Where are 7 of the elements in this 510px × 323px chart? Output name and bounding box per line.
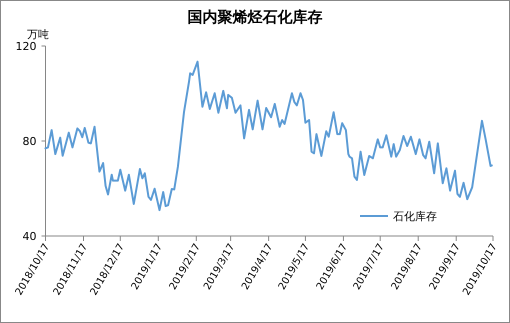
chart-title: 国内聚烯烃石化库存 — [188, 8, 322, 26]
y-axis-title: 万吨 — [27, 28, 49, 41]
line-series — [44, 60, 493, 212]
legend-label: 石化库存 — [393, 210, 437, 223]
y-tick-label: 40 — [22, 230, 36, 243]
y-tick-label: 120 — [16, 40, 36, 53]
y-tick-label: 80 — [22, 135, 36, 148]
